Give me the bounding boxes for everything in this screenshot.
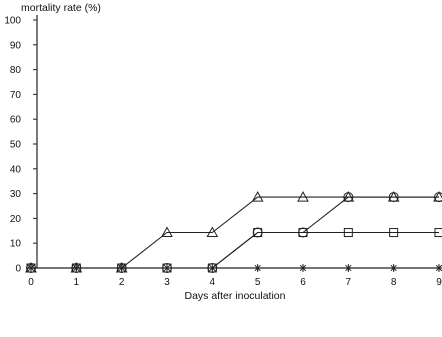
y-tick-label: 30 (10, 189, 22, 200)
circle-shape (434, 192, 442, 203)
triangle-marker (161, 226, 173, 238)
y-tick-label: 0 (15, 264, 21, 275)
circle-marker (343, 192, 354, 203)
asterisk-marker (72, 264, 81, 272)
y-tick-label: 70 (10, 90, 22, 101)
triangle-shape (251, 191, 264, 202)
asterisk-marker (389, 264, 398, 272)
x-tick-label: 7 (346, 277, 352, 288)
triangle-shape (206, 226, 219, 238)
square-marker (298, 228, 308, 238)
square-marker (389, 228, 399, 238)
x-tick-label: 6 (300, 277, 306, 288)
square-shape (434, 228, 442, 238)
x-tick-label: 4 (210, 277, 216, 288)
y-tick-label: 40 (10, 164, 22, 175)
x-tick-label: 3 (164, 277, 170, 288)
circle-shape (388, 192, 399, 203)
y-tick-label: 80 (10, 65, 22, 76)
circle-marker (388, 192, 399, 203)
asterisk-marker (163, 264, 171, 272)
series-asterisk (27, 264, 442, 272)
square-shape (389, 228, 399, 238)
x-axis-title: Days after inoculation (185, 290, 286, 302)
circle-shape (343, 192, 354, 203)
asterisk-marker (344, 264, 353, 272)
asterisk-marker (299, 264, 307, 272)
x-tick-label: 9 (436, 277, 442, 288)
square-marker (434, 228, 442, 238)
x-tick-label: 2 (119, 277, 125, 288)
y-tick-label: 50 (10, 140, 22, 151)
square-marker (343, 228, 353, 238)
asterisk-marker (208, 264, 217, 272)
y-tick-label: 10 (10, 239, 22, 250)
square-shape (343, 228, 353, 238)
x-tick-label: 1 (74, 277, 80, 288)
y-tick-label: 20 (10, 214, 22, 225)
asterisk-marker (253, 264, 262, 272)
x-tick-label: 0 (28, 277, 34, 288)
triangle-shape (297, 191, 309, 202)
x-tick-label: 8 (391, 277, 397, 288)
asterisk-marker (117, 264, 126, 272)
circle-marker (434, 192, 442, 203)
square-shape (298, 228, 308, 238)
y-tick-label: 100 (4, 16, 21, 27)
asterisk-marker (435, 264, 442, 272)
series-layer (25, 191, 442, 273)
y-ticks: 0 10 20 30 40 50 60 70 80 90 100 (4, 16, 37, 275)
square-marker (253, 228, 263, 238)
y-tick-label: 60 (10, 115, 22, 126)
triangle-marker (206, 226, 219, 238)
y-axis-title: mortality rate (%) (21, 2, 101, 14)
triangle-shape (161, 226, 173, 238)
asterisk-marker (27, 264, 35, 272)
triangle-marker (297, 191, 309, 202)
y-tick-label: 90 (10, 40, 22, 51)
x-tick-label: 5 (255, 277, 261, 288)
square-shape (253, 228, 263, 238)
triangle-marker (251, 191, 264, 202)
